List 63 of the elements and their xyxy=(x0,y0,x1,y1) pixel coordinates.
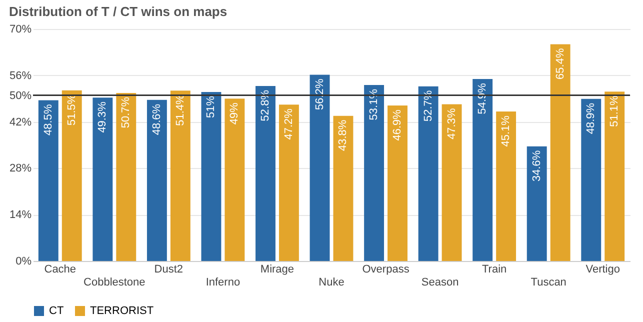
x-tick-label: Nuke xyxy=(318,276,344,288)
x-tick-label: Overpass xyxy=(362,264,410,276)
bar xyxy=(604,92,625,261)
y-tick-label: 50% xyxy=(9,90,32,102)
bar xyxy=(62,90,82,261)
bar xyxy=(526,146,547,261)
data-label: 50.7% xyxy=(120,96,132,128)
bar xyxy=(472,79,493,261)
data-label: 47.2% xyxy=(282,108,295,140)
bar xyxy=(256,86,276,261)
data-label: 48.5% xyxy=(42,104,54,136)
data-label: 49.3% xyxy=(96,101,109,133)
y-tick-label: 56% xyxy=(9,70,32,82)
data-label: 46.9% xyxy=(392,109,404,141)
y-tick-label: 70% xyxy=(9,24,32,36)
data-label: 45.1% xyxy=(500,115,512,147)
bar xyxy=(116,92,136,261)
bar xyxy=(388,106,408,261)
x-tick-label: Tuscan xyxy=(530,276,566,288)
bar xyxy=(310,74,330,261)
data-label: 47.3% xyxy=(446,108,458,140)
data-label: 51.1% xyxy=(608,95,621,127)
data-label: 34.6% xyxy=(530,150,543,182)
y-tick-label: 42% xyxy=(9,116,32,128)
legend-label: TERRORIST xyxy=(90,305,154,317)
y-tick-label: 0% xyxy=(16,256,32,268)
bar xyxy=(92,98,113,261)
x-tick-label: Inferno xyxy=(206,276,240,288)
data-label: 43.8% xyxy=(337,120,350,152)
x-tick-label: Cobblestone xyxy=(84,276,146,288)
bar xyxy=(333,116,354,261)
bar xyxy=(442,104,462,261)
x-tick-label: Vertigo xyxy=(586,264,620,276)
data-label: 51.5% xyxy=(66,94,78,126)
bar xyxy=(278,104,299,261)
data-label: 51.4% xyxy=(174,94,186,126)
bar xyxy=(201,92,222,261)
data-label: 52.7% xyxy=(422,90,434,122)
bar xyxy=(224,98,245,261)
data-label: 52.8% xyxy=(259,90,272,122)
data-label: 49% xyxy=(228,102,241,125)
data-label: 48.6% xyxy=(150,104,163,136)
data-label: 56.2% xyxy=(314,78,326,110)
x-tick-label: Mirage xyxy=(260,264,294,276)
bar xyxy=(364,85,384,261)
data-label: 48.9% xyxy=(585,102,598,134)
y-tick-label: 14% xyxy=(9,209,32,222)
legend-label: CT xyxy=(49,305,64,317)
bar xyxy=(581,98,602,261)
chart-title: Distribution of T / CT wins on maps xyxy=(8,4,228,19)
bar xyxy=(418,86,438,261)
x-tick-label: Dust2 xyxy=(154,264,184,276)
bar xyxy=(496,112,516,261)
x-tick-label: Season xyxy=(421,276,459,288)
x-tick-label: Train xyxy=(482,264,507,276)
data-label: 51% xyxy=(205,96,218,118)
bar xyxy=(146,100,167,261)
bar xyxy=(550,44,570,261)
y-tick-label: 28% xyxy=(9,162,32,175)
x-tick-label: Cache xyxy=(44,264,76,276)
bar xyxy=(170,90,190,261)
bar xyxy=(38,100,58,261)
data-label: 65.4% xyxy=(554,48,566,80)
